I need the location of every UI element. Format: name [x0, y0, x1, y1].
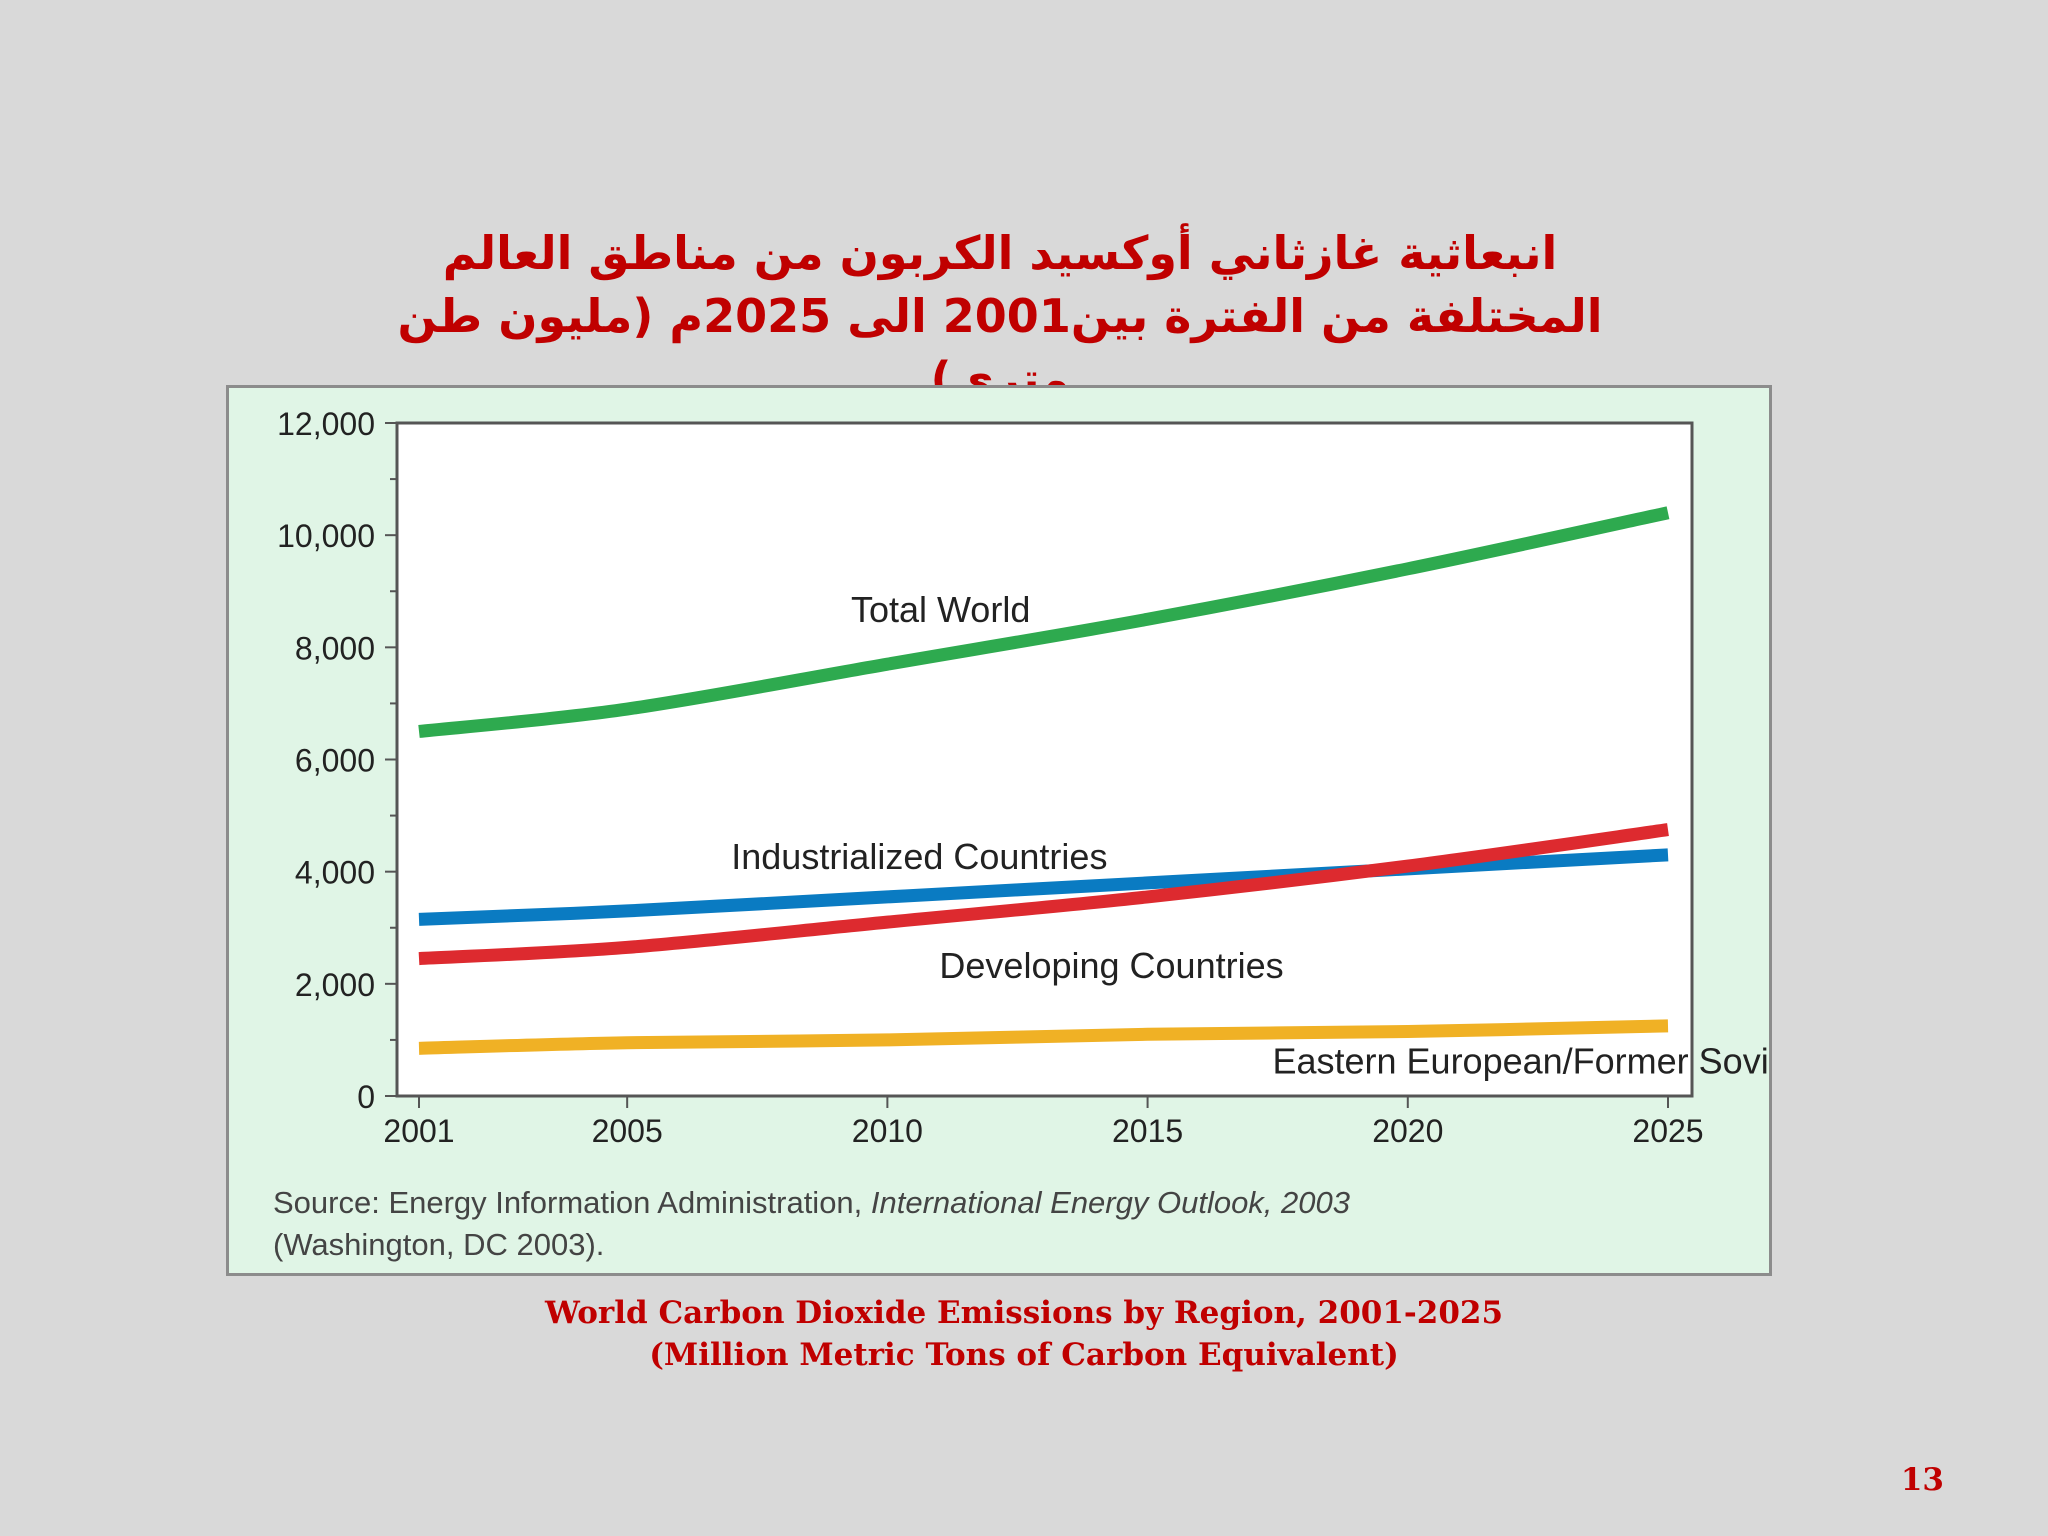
source-publication: International Energy Outlook, 2003 [870, 1185, 1350, 1220]
slide-title: انبعاثية غازثاني أوكسيد الكربون من مناطق… [280, 222, 1720, 411]
caption-line-1: World Carbon Dioxide Emissions by Region… [544, 1295, 1504, 1331]
page-number: 13 [1900, 1462, 1944, 1498]
series-line-total-world [418, 506, 1670, 738]
series-label-developing-countries: Developing Countries [939, 945, 1283, 986]
y-tick-label: 0 [357, 1079, 375, 1115]
series-line-developing-countries [418, 823, 1669, 966]
series-label-total-world: Total World [851, 589, 1030, 630]
title-line-1: انبعاثية غازثاني أوكسيد الكربون من مناطق… [442, 226, 1558, 280]
chart-frame: 0 2,000 4,000 6,000 8,000 10,000 12,000 2001 200… [226, 385, 1772, 1276]
plot-area [395, 421, 1694, 1098]
x-tick-label: 2025 [1632, 1113, 1703, 1149]
y-tick-label: 10,000 [277, 518, 375, 554]
x-tick-label: 2020 [1372, 1113, 1443, 1149]
series-line-eastern-european-former-soviet-union [418, 1019, 1669, 1055]
source-note: Source: Energy Information Administratio… [273, 1182, 1733, 1266]
x-tick-label: 2015 [1112, 1113, 1183, 1149]
y-tick-label: 12,000 [277, 406, 375, 442]
chart-caption: World Carbon Dioxide Emissions by Region… [424, 1292, 1624, 1376]
series-label-industrialized-countries: Industrialized Countries [731, 836, 1107, 877]
source-suffix: (Washington, DC 2003). [273, 1227, 605, 1262]
y-tick-label: 6,000 [295, 743, 375, 779]
x-tick-label: 2001 [383, 1113, 454, 1149]
y-tick-label: 4,000 [295, 855, 375, 891]
title-line-2: المختلفة من الفترة بين2001 الى 2025م (مل… [397, 289, 1603, 343]
x-tick-label: 2005 [592, 1113, 663, 1149]
y-tick-label: 8,000 [295, 630, 375, 666]
series-label-eastern-european-former-soviet-union: Eastern European/Former Soviet Union [1272, 1041, 1769, 1082]
y-tick-label: 2,000 [295, 967, 375, 1003]
source-prefix: Source: Energy Information Administratio… [273, 1185, 871, 1220]
caption-line-2: (Million Metric Tons of Carbon Equivalen… [649, 1337, 1399, 1373]
emissions-line-chart: 0 2,000 4,000 6,000 8,000 10,000 12,000 2001 200… [277, 406, 1769, 1149]
x-tick-label: 2010 [852, 1113, 923, 1149]
